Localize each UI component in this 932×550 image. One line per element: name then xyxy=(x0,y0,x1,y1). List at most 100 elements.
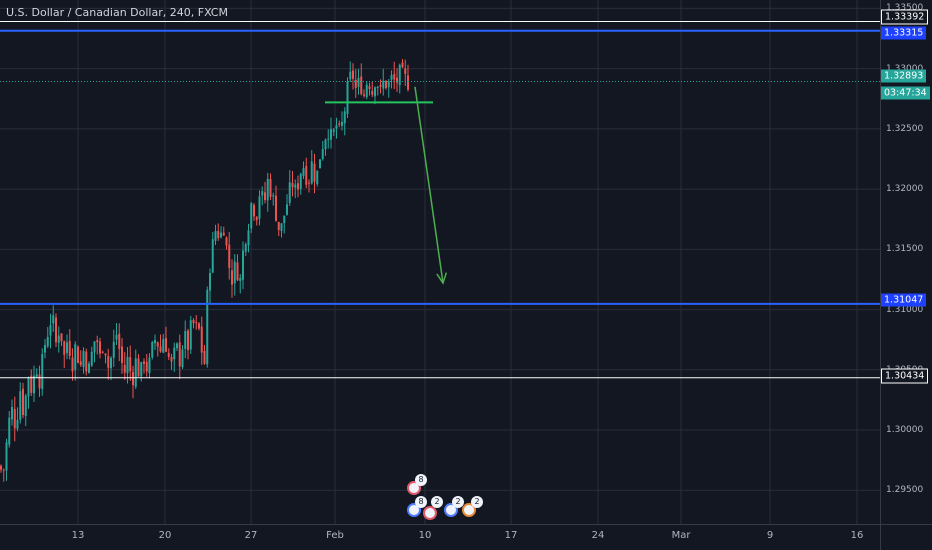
candle-body xyxy=(165,338,167,352)
candle-body xyxy=(217,230,220,239)
candle-body xyxy=(2,469,5,471)
candle-body xyxy=(261,191,264,196)
candle-body xyxy=(319,159,321,169)
candle-body xyxy=(110,357,112,369)
candle-body xyxy=(38,374,41,389)
candle-body xyxy=(264,192,266,201)
candle-body xyxy=(275,195,277,221)
candle-body xyxy=(277,221,280,231)
candle-body xyxy=(393,73,396,80)
candle-body xyxy=(104,353,107,356)
candle-body xyxy=(368,86,371,89)
candle-body xyxy=(330,129,332,140)
candle-body xyxy=(407,75,409,90)
candle-body xyxy=(187,330,189,351)
candle-body xyxy=(286,204,288,215)
candle-body xyxy=(349,71,352,80)
event-count-2: 2 xyxy=(431,496,443,508)
candle-body xyxy=(189,320,192,350)
candle-body xyxy=(376,86,379,88)
candle-body xyxy=(55,317,57,343)
candle-body xyxy=(143,361,145,364)
candle-body xyxy=(93,341,96,353)
candle-body xyxy=(156,342,159,347)
candle-body xyxy=(354,79,357,88)
candle-body xyxy=(363,94,365,96)
candle-body xyxy=(308,182,310,184)
candle-body xyxy=(140,362,143,377)
candle-body xyxy=(13,409,16,429)
current-price-badge: 1.32893 xyxy=(881,69,927,83)
candle-body xyxy=(346,81,349,114)
candle-body xyxy=(222,232,225,236)
drawings xyxy=(325,86,448,285)
candle-body xyxy=(126,356,129,374)
level-badge-top: 1.33392 xyxy=(881,9,929,25)
candle-body xyxy=(258,196,261,219)
candle-body xyxy=(8,417,11,445)
candle-body xyxy=(332,129,335,132)
candle-body xyxy=(107,355,110,368)
candle-body xyxy=(382,80,385,89)
date-tick-label: 27 xyxy=(244,530,258,541)
candle-body xyxy=(99,341,101,354)
candle-body xyxy=(181,349,184,368)
date-tick-label: 17 xyxy=(504,530,518,541)
candle-body xyxy=(343,111,346,124)
candle-body xyxy=(255,217,258,221)
candle-body xyxy=(167,352,170,357)
candle-body xyxy=(209,273,211,291)
candle-body xyxy=(96,340,99,343)
candle-body xyxy=(22,388,24,416)
candle-body xyxy=(401,62,404,68)
candle-body xyxy=(19,391,22,420)
price-tick-label: 1.32500 xyxy=(886,123,924,134)
date-tick-label: 13 xyxy=(71,530,85,541)
candle-body xyxy=(24,395,27,416)
candle-body xyxy=(236,262,239,281)
candle-body xyxy=(231,270,233,285)
date-tick-label: 9 xyxy=(766,530,774,541)
candle-body xyxy=(387,81,390,88)
price-tick-label: 1.30000 xyxy=(886,425,924,436)
candle-body xyxy=(85,351,88,372)
candle-body xyxy=(239,278,242,281)
event-count-3: 2 xyxy=(452,496,464,508)
event-count-4: 2 xyxy=(471,496,483,508)
candle-body xyxy=(253,204,255,217)
candle-body xyxy=(90,351,93,366)
candle-body xyxy=(5,442,8,471)
level-badge-blue-lower: 1.31047 xyxy=(881,293,927,307)
candle-body xyxy=(360,76,363,95)
candlestick-series xyxy=(0,59,409,482)
candle-body xyxy=(68,340,71,356)
candle-body xyxy=(35,374,38,377)
candle-body xyxy=(46,336,49,347)
candle-body xyxy=(16,420,19,429)
event-icon-ca-1[interactable] xyxy=(423,506,437,520)
candle-body xyxy=(313,163,316,182)
level-badge-bottom: 1.30434 xyxy=(881,368,929,384)
candle-body xyxy=(297,183,299,190)
projection-arrow-head xyxy=(436,272,448,285)
chart-grid xyxy=(0,0,880,524)
price-tick-label: 1.33500 xyxy=(886,3,924,14)
candle-body xyxy=(49,325,52,336)
candle-body xyxy=(242,250,244,280)
candle-body xyxy=(170,356,173,362)
price-tick-label: 1.31500 xyxy=(886,244,924,255)
candle-body xyxy=(365,84,368,97)
candle-body xyxy=(192,319,195,324)
candle-body xyxy=(74,344,77,370)
candle-body xyxy=(398,64,401,86)
candle-body xyxy=(283,215,286,224)
candle-body xyxy=(159,346,162,352)
event-count-1: 8 xyxy=(415,496,427,508)
candle-body xyxy=(154,339,156,344)
event-count-top: 8 xyxy=(415,474,427,486)
candle-body xyxy=(335,125,338,129)
candle-body xyxy=(195,322,198,324)
candle-body xyxy=(79,361,82,366)
